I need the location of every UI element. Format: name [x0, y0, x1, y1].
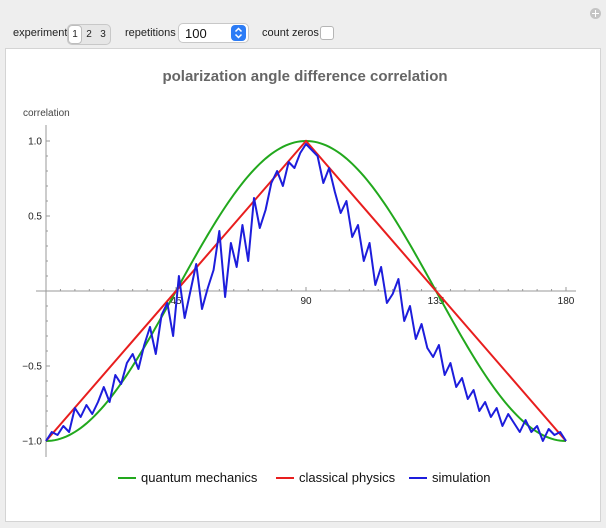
up-down-chevron-icon: [231, 25, 246, 41]
legend-quantum-mechanics-label: quantum mechanics: [141, 470, 258, 485]
y-tick-label: 0.5: [28, 212, 42, 223]
x-tick-label: 135: [428, 296, 445, 307]
simulation-line: [45, 143, 567, 442]
repetitions-select[interactable]: 100: [178, 23, 249, 43]
x-tick-label: 90: [300, 296, 312, 307]
classical-physics-line: [45, 139, 567, 442]
y-tick-label: −1.0: [22, 437, 42, 448]
experiment-option-3[interactable]: 3: [100, 29, 106, 40]
experiment-label: experiment: [13, 27, 68, 39]
experiment-setter: 1 2 3: [67, 24, 111, 45]
legend-simulation-label: simulation: [432, 470, 491, 485]
repetitions-label: repetitions: [125, 27, 176, 39]
count-zeros-checkbox[interactable]: [320, 26, 334, 40]
plot-panel: polarization angle difference correlatio…: [5, 48, 601, 522]
experiment-option-2[interactable]: 2: [86, 29, 92, 40]
plus-icon[interactable]: [590, 8, 601, 19]
legend-classical-physics-label: classical physics: [299, 470, 396, 485]
repetitions-value: 100: [185, 26, 207, 41]
y-axis-label: correlation: [23, 108, 70, 119]
count-zeros-label: count zeros: [262, 27, 319, 39]
x-tick-label: 180: [558, 296, 575, 307]
experiment-option-1[interactable]: 1: [68, 25, 82, 44]
controls-bar: experiment 1 2 3 repetitions 100 count z…: [0, 0, 606, 48]
y-tick-label: −0.5: [22, 362, 42, 373]
chart-title: polarization angle difference correlatio…: [162, 68, 447, 85]
chart-svg: polarization angle difference correlatio…: [22, 68, 576, 485]
y-tick-label: 1.0: [28, 137, 42, 148]
